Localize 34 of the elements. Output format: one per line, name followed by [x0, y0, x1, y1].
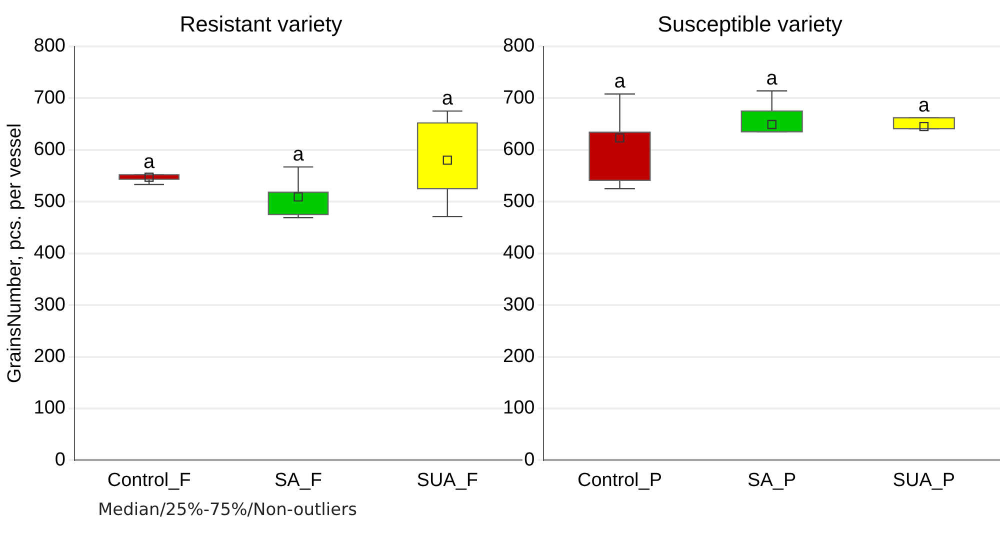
y-tick-label: 600 [34, 139, 66, 160]
y-tick-label: 200 [503, 346, 535, 367]
chart-title: Susceptible variety [658, 11, 842, 36]
x-tick-label: SUA_F [416, 470, 478, 491]
y-tick-label: 800 [34, 36, 66, 57]
annotation: a [292, 143, 305, 166]
y-tick-label: 500 [503, 190, 535, 212]
x-tick-label: Control_F [107, 470, 191, 491]
y-tick-label: 800 [503, 36, 535, 57]
x-tick-label: SUA_P [892, 470, 956, 491]
y-tick-label: 600 [503, 139, 535, 160]
y-tick-label: 700 [503, 87, 535, 108]
text: Median/25%-75%/Non-outliers [98, 500, 357, 520]
chart-title: Resistant variety [180, 11, 342, 36]
y-tick-label: 700 [34, 87, 66, 108]
annotation: a [918, 94, 930, 116]
y-tick-label: 100 [503, 398, 535, 419]
x-tick-label: Control_P [578, 470, 662, 491]
annotation: a [442, 88, 454, 110]
y-tick-label: 200 [34, 346, 66, 367]
y-tick-label: 400 [503, 242, 535, 264]
y-tick-label: 100 [34, 398, 66, 419]
annotation: a [144, 151, 156, 174]
y-tick-label: 300 [503, 294, 535, 316]
x-tick-label: SA_F [274, 470, 322, 491]
x-tick-label: SA_P [748, 470, 796, 491]
y-tick-label: 500 [34, 190, 66, 212]
y-tick-label: 0 [524, 449, 535, 470]
annotation: a [766, 67, 778, 90]
y-axis-title: GrainsNumber, pcs. per vessel [4, 123, 26, 384]
y-tick-label: 0 [54, 449, 66, 470]
y-tick-label: 300 [34, 294, 66, 316]
y-tick-label: 400 [34, 242, 66, 264]
annotation: a [614, 70, 626, 93]
